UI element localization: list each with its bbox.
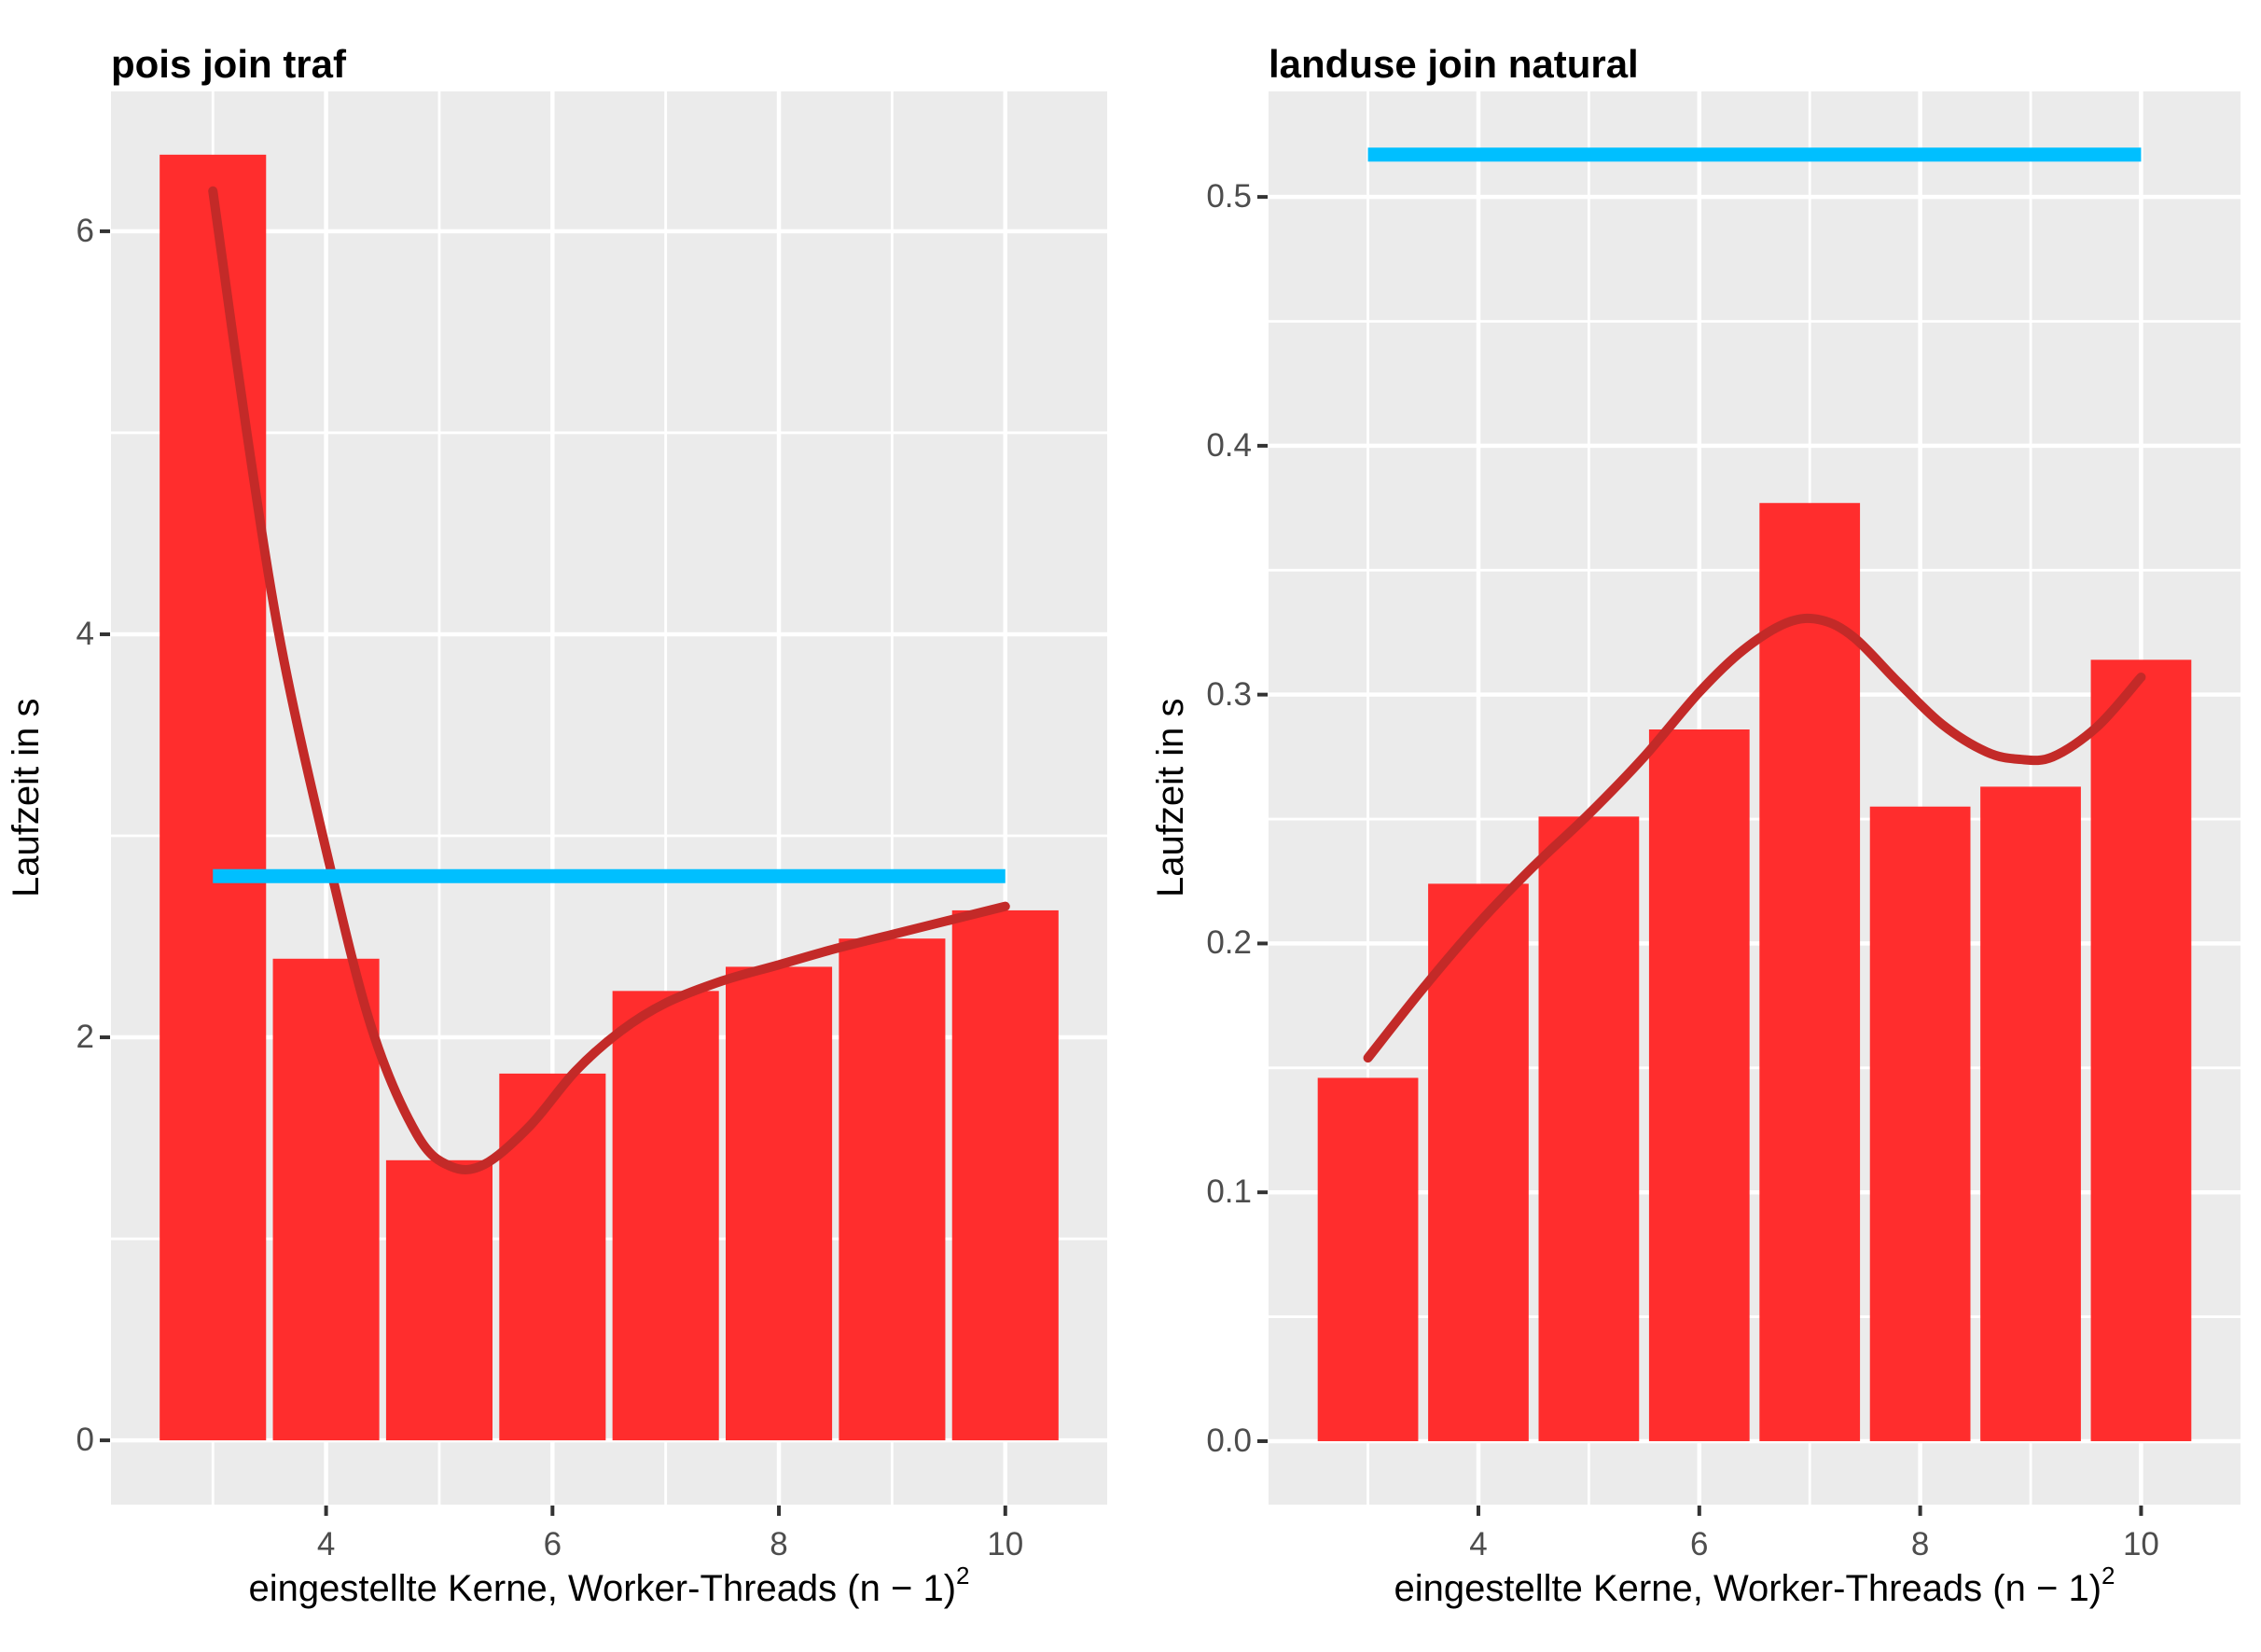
y-axis-title: Laufzeit in s [6, 698, 47, 898]
bar [612, 991, 719, 1441]
y-tick-label: 0.3 [1206, 675, 1252, 713]
bar [2090, 659, 2192, 1441]
plot-panel-right [1257, 91, 2240, 1516]
x-tick-label: 10 [2122, 1526, 2159, 1562]
y-tick-label: 0.5 [1206, 178, 1252, 215]
bar [951, 909, 1059, 1441]
y-tick-label: 6 [76, 212, 94, 249]
bar [1869, 806, 1971, 1441]
x-tick-label: 8 [770, 1526, 788, 1562]
bar [1317, 1077, 1419, 1441]
y-tick-label: 2 [76, 1019, 94, 1056]
chart-title: pois join traf [111, 41, 346, 86]
x-tick-label: 10 [987, 1526, 1024, 1562]
x-axis-title-text: eingestellte Kerne, Worker-Threads (n − … [248, 1568, 957, 1609]
x-axis-title: eingestellte Kerne, Worker-Threads (n − … [1269, 1562, 2240, 1612]
bar [160, 154, 267, 1441]
y-tick-label: 0.2 [1206, 924, 1252, 962]
x-axis-title-superscript: 2 [956, 1562, 970, 1590]
y-tick-label: 0.4 [1206, 426, 1252, 464]
plot-panel-left [100, 91, 1107, 1516]
x-tick-label: 8 [1910, 1526, 1930, 1562]
bar [272, 958, 380, 1441]
y-axis-title: Laufzeit in s [1150, 698, 1191, 898]
bar [1428, 883, 1529, 1441]
bar [1759, 503, 1861, 1441]
bar [1538, 816, 1640, 1441]
y-tick-label: 4 [76, 615, 94, 652]
bar [726, 966, 833, 1441]
x-axis-title-superscript: 2 [2101, 1562, 2115, 1590]
smooth-trend-line [1363, 613, 2146, 1063]
y-tick-label: 0 [76, 1422, 94, 1459]
bar [839, 938, 946, 1441]
bar [1648, 729, 1750, 1441]
chart-title: landuse join natural [1269, 41, 1639, 86]
x-tick-label: 4 [1469, 1526, 1488, 1562]
bar [385, 1159, 492, 1441]
x-tick-label: 4 [316, 1526, 336, 1562]
x-tick-label: 6 [543, 1526, 562, 1562]
x-tick-label: 6 [1690, 1526, 1709, 1562]
x-axis-title-text: eingestellte Kerne, Worker-Threads (n − … [1394, 1568, 2102, 1609]
y-tick-label: 0.0 [1206, 1422, 1252, 1459]
y-tick-label: 0.1 [1206, 1173, 1252, 1211]
x-axis-title: eingestellte Kerne, Worker-Threads (n − … [111, 1562, 1107, 1612]
bar [499, 1073, 606, 1441]
smooth-trend-line [208, 186, 1010, 1174]
bar [1980, 786, 2081, 1441]
